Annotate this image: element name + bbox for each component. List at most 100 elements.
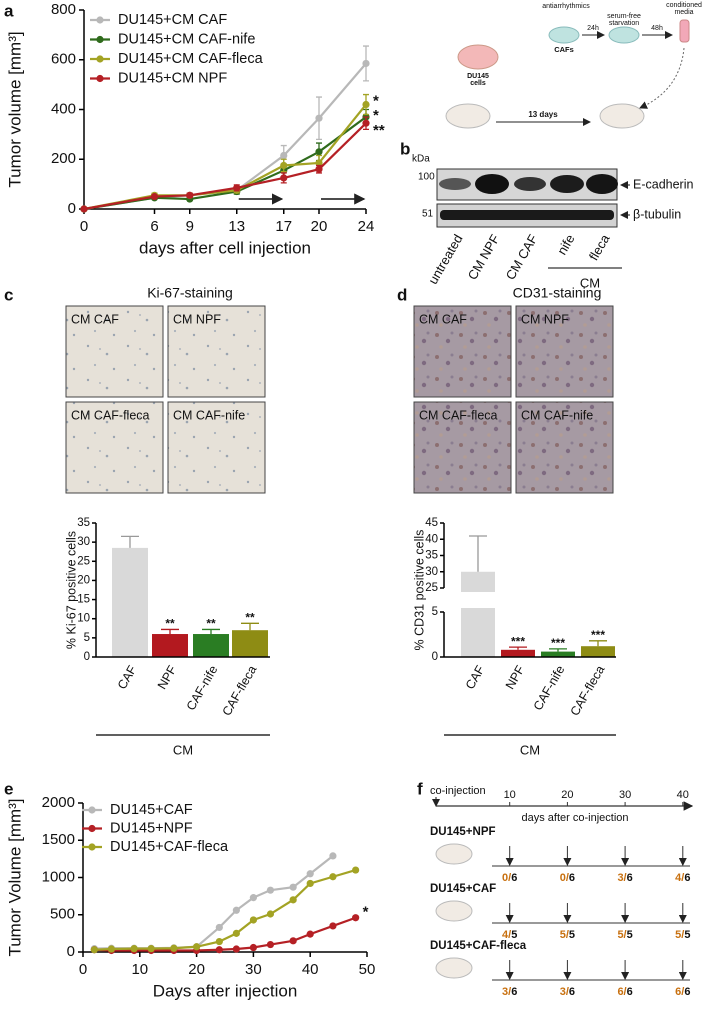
bar	[501, 649, 535, 657]
tumor-count: 3/6	[617, 872, 633, 884]
data-point	[362, 100, 370, 109]
data-point	[315, 165, 323, 173]
micrograph	[515, 305, 614, 398]
micrograph	[65, 401, 164, 494]
y-tick-label: 600	[51, 51, 76, 68]
data-point	[280, 161, 288, 170]
y-tick-label: 15	[77, 594, 90, 606]
timeline-tick-label: 10	[504, 789, 516, 801]
bar	[152, 634, 188, 657]
legend-label: DU145+CM CAF-nife	[118, 31, 255, 47]
schematic-text: 48h	[651, 25, 663, 32]
x-tick-label: CAF-fleca	[220, 663, 260, 718]
series-line	[83, 116, 367, 211]
panel-label: c	[4, 285, 13, 304]
x-tick-label: 6	[150, 218, 158, 235]
data-point	[352, 866, 360, 874]
x-tick-label: NPF	[503, 663, 528, 692]
data-point	[249, 916, 257, 924]
y-tick-label: 0	[67, 943, 75, 960]
dish	[457, 44, 499, 70]
band	[586, 174, 618, 194]
band	[550, 175, 584, 193]
legend-marker	[96, 16, 104, 24]
x-tick-label: CAF-fleca	[568, 663, 608, 718]
x-tick-label: 10	[131, 961, 148, 978]
schematic-text: media	[674, 9, 693, 16]
data-point	[266, 910, 275, 918]
lane-label: CM NPF	[465, 232, 503, 283]
y-tick-label: 30	[77, 536, 90, 548]
group-label: CM	[580, 275, 600, 290]
data-point	[186, 191, 194, 199]
legend-label: DU145+CAF	[110, 802, 193, 818]
y-axis-label: Tumor volume [mm³]	[5, 31, 24, 187]
y-tick-label: 400	[51, 100, 76, 117]
schematic-text: conditioned	[666, 2, 702, 9]
data-point	[315, 159, 323, 167]
image-label: CM CAF-fleca	[419, 408, 498, 422]
x-tick-label: 40	[302, 961, 319, 978]
y-tick-label: 5	[432, 606, 438, 618]
legend-marker	[96, 35, 104, 44]
dish	[548, 26, 580, 44]
error-bar	[241, 622, 259, 631]
image-label: CM CAF-nife	[521, 408, 593, 422]
y-tick-label: 30	[425, 566, 438, 578]
y-tick-label: 1000	[42, 868, 75, 885]
data-point	[329, 922, 337, 930]
y-tick-label: 500	[50, 906, 75, 923]
data-point	[329, 852, 337, 860]
tumor-count: 6/6	[675, 986, 691, 998]
y-tick-label: 25	[77, 555, 90, 567]
tumor-count: 4/5	[502, 929, 518, 941]
y-tick-label: 5	[84, 632, 90, 644]
x-tick-label: CAF-nife	[531, 663, 568, 713]
data-point	[280, 151, 288, 160]
schematic-text: CAFs	[554, 45, 574, 54]
significance: **	[165, 617, 175, 631]
panel-title: CD31-staining	[513, 285, 602, 301]
marker-label: 51	[422, 209, 434, 220]
marker-label: 100	[418, 172, 435, 183]
data-point	[150, 192, 159, 201]
image-label: CM CAF-fleca	[71, 408, 150, 422]
data-point	[289, 937, 297, 945]
bar	[232, 630, 268, 657]
schematic	[445, 19, 690, 129]
group-name: DU145+CAF	[430, 883, 496, 895]
image-label: CM NPF	[173, 312, 221, 326]
group-name: DU145+CAF-fleca	[430, 940, 527, 952]
significance: ***	[551, 636, 565, 650]
schematic-text: DU145	[467, 73, 489, 80]
band	[475, 174, 509, 194]
y-tick-label: 35	[77, 517, 90, 529]
band	[439, 178, 471, 190]
tumor-count: 3/6	[502, 986, 518, 998]
mouse	[445, 103, 491, 129]
mouse	[599, 103, 645, 129]
tumor-count: 0/6	[559, 872, 576, 884]
y-tick-label: 35	[425, 550, 438, 562]
significance: ***	[511, 634, 525, 648]
dish	[608, 26, 640, 44]
error-bar	[589, 640, 607, 647]
panel-label: f	[417, 779, 423, 798]
legend-label: DU145+CM CAF-fleca	[118, 51, 264, 67]
protein-label: β-tubulin	[633, 207, 681, 221]
lane-label: nife	[554, 232, 577, 258]
data-point	[232, 929, 240, 937]
y-axis-label: % CD31 positive cells	[412, 530, 426, 651]
data-point	[80, 205, 88, 213]
significance: **	[373, 122, 385, 139]
micrograph	[413, 401, 512, 494]
data-point	[266, 940, 275, 949]
x-tick-label: 13	[228, 218, 245, 235]
error-bar	[202, 628, 220, 635]
panel-label: d	[397, 285, 407, 304]
tube	[679, 19, 690, 43]
schematic-text: cells	[470, 80, 486, 87]
data-point	[170, 944, 178, 952]
y-tick-label: 0	[84, 651, 90, 663]
